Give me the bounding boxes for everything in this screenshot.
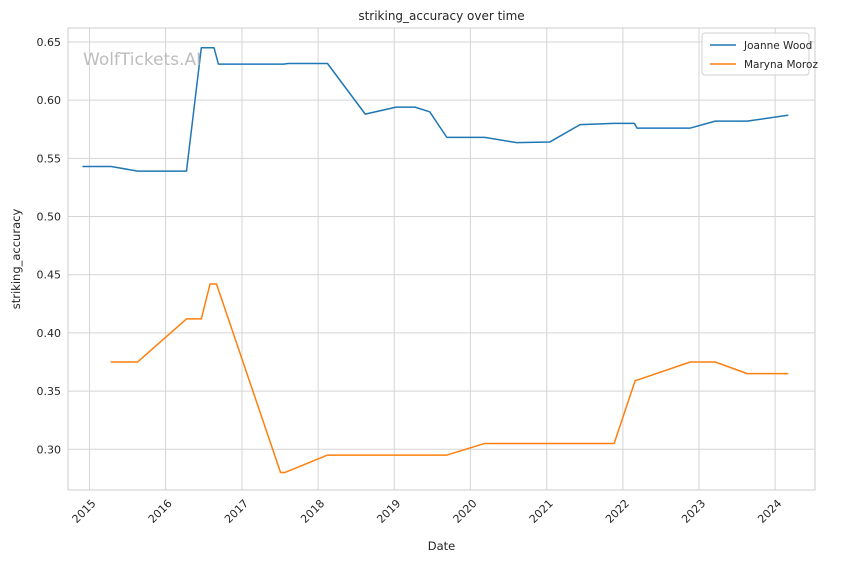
y-tick-label: 0.55 — [37, 152, 62, 165]
y-axis-label: striking_accuracy — [9, 209, 23, 310]
y-tick-label: 0.30 — [37, 443, 62, 456]
plot-area — [68, 28, 815, 490]
y-tick-labels: 0.30 0.35 0.40 0.45 0.50 0.55 0.60 0.65 — [37, 36, 62, 456]
y-tick-label: 0.65 — [37, 36, 62, 49]
series-lines — [82, 47, 789, 474]
x-axis-label: Date — [428, 539, 456, 553]
legend: Joanne Wood Maryna Moroz — [701, 32, 818, 76]
y-tick-label: 0.35 — [37, 385, 62, 398]
axes-frame — [67, 27, 816, 491]
y-tick-label: 0.50 — [37, 211, 62, 224]
y-tick-label: 0.45 — [37, 269, 62, 282]
chart-title: striking_accuracy over time — [358, 9, 524, 23]
x-tick-labels: 2015 2016 2017 2018 2019 2020 2021 2022 2023 2024 — [70, 497, 785, 526]
y-tick-label: 0.60 — [37, 94, 62, 107]
grid-lines — [68, 28, 815, 490]
legend-label-1: Maryna Moroz — [744, 59, 818, 71]
legend-label-0: Joanne Wood — [743, 40, 812, 52]
series-line-1 — [110, 283, 789, 474]
y-tick-label: 0.40 — [37, 327, 62, 340]
watermark: WolfTickets.AI — [83, 50, 201, 70]
plot-border — [67, 27, 816, 491]
series-line-0 — [82, 47, 789, 172]
